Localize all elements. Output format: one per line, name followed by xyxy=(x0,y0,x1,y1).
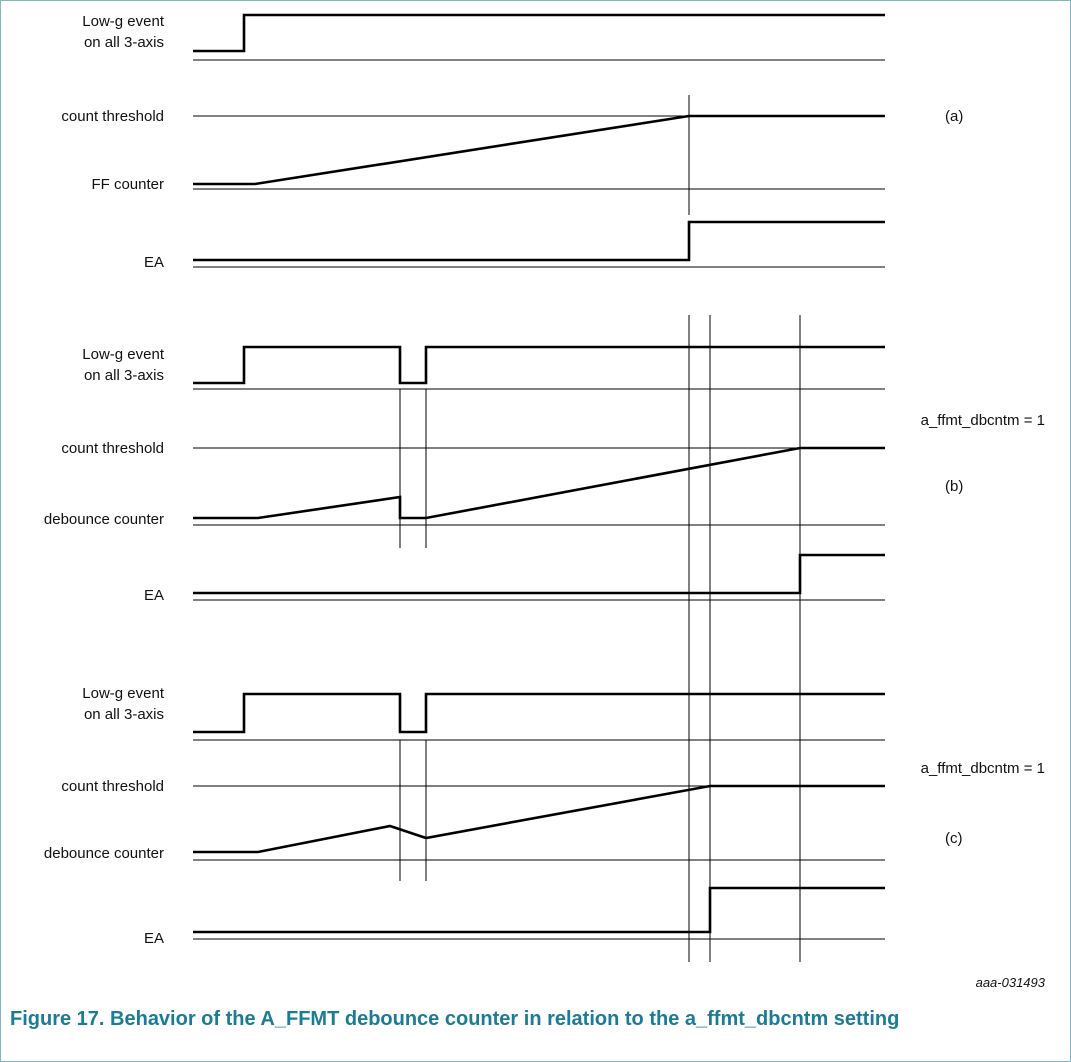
figure-reference-code: aaa-031493 xyxy=(975,975,1045,990)
panel-c-counter-signal xyxy=(193,784,885,854)
panel-a-event-label-line1: Low-g event xyxy=(82,13,165,30)
panel-b-event-label-line2: on all 3-axis xyxy=(84,367,164,384)
panel-c-threshold-label: count threshold xyxy=(61,778,164,795)
panel-c-output-signal xyxy=(193,886,885,934)
panel-b-output-label: EA xyxy=(144,587,164,604)
panel-a-event-signal xyxy=(193,13,885,53)
panel-b-event-signal xyxy=(193,345,885,385)
panel-c-counter-label: debounce counter xyxy=(44,845,164,862)
panel-c-output-label: EA xyxy=(144,930,164,947)
panel-a-threshold-label: count threshold xyxy=(61,108,164,125)
panel-a-counter-label: FF counter xyxy=(91,176,164,193)
panel-c-event-label-line2: on all 3-axis xyxy=(84,706,164,723)
timing-markers xyxy=(688,315,801,962)
panel-c-event-signal xyxy=(193,692,885,734)
panel-a-counter-signal xyxy=(193,114,885,186)
panel-a-tag: (a) xyxy=(945,108,963,125)
panel-b-note: a_ffmt_dbcntm = 1 xyxy=(921,412,1045,429)
panel-b: Low-g event on all 3-axis count threshol… xyxy=(44,345,1045,604)
panel-b-event-label-line1: Low-g event xyxy=(82,346,165,363)
panel-c-tag: (c) xyxy=(945,830,963,847)
panel-c: Low-g event on all 3-axis count threshol… xyxy=(44,685,1045,947)
panel-b-tag: (b) xyxy=(945,478,963,495)
panel-a-event-label-line2: on all 3-axis xyxy=(84,34,164,51)
panel-a-output-label: EA xyxy=(144,254,164,271)
panel-b-counter-signal xyxy=(193,446,885,520)
panel-c-event-label-line1: Low-g event xyxy=(82,685,165,702)
panel-b-counter-label: debounce counter xyxy=(44,511,164,528)
figure-caption: Figure 17. Behavior of the A_FFMT deboun… xyxy=(10,1008,900,1030)
panel-b-output-signal xyxy=(193,553,885,595)
panel-c-note: a_ffmt_dbcntm = 1 xyxy=(921,760,1045,777)
panel-a-output-signal xyxy=(193,220,885,262)
panel-b-threshold-label: count threshold xyxy=(61,440,164,457)
panel-a: Low-g event on all 3-axis count threshol… xyxy=(61,13,963,271)
